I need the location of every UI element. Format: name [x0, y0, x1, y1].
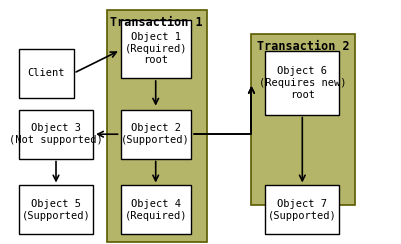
FancyBboxPatch shape — [265, 185, 338, 234]
Text: Object 4
(Required): Object 4 (Required) — [124, 199, 186, 221]
FancyBboxPatch shape — [19, 110, 93, 159]
Text: Transaction 1: Transaction 1 — [110, 16, 203, 29]
FancyBboxPatch shape — [107, 10, 206, 242]
Text: Object 5
(Supported): Object 5 (Supported) — [22, 199, 90, 221]
FancyBboxPatch shape — [120, 185, 190, 234]
Text: Transaction 2: Transaction 2 — [256, 40, 349, 53]
Text: Object 6
(Requires new)
root: Object 6 (Requires new) root — [258, 66, 345, 100]
Text: Object 7
(Supported): Object 7 (Supported) — [267, 199, 336, 221]
FancyBboxPatch shape — [19, 49, 73, 98]
Text: Object 3
(Not supported): Object 3 (Not supported) — [9, 123, 103, 145]
FancyBboxPatch shape — [251, 34, 354, 205]
FancyBboxPatch shape — [120, 20, 190, 78]
FancyBboxPatch shape — [19, 185, 93, 234]
FancyBboxPatch shape — [120, 110, 190, 159]
Text: Object 2
(Supported): Object 2 (Supported) — [121, 123, 190, 145]
Text: Object 1
(Required)
root: Object 1 (Required) root — [124, 32, 186, 65]
FancyBboxPatch shape — [265, 51, 338, 115]
Text: Client: Client — [27, 68, 65, 78]
